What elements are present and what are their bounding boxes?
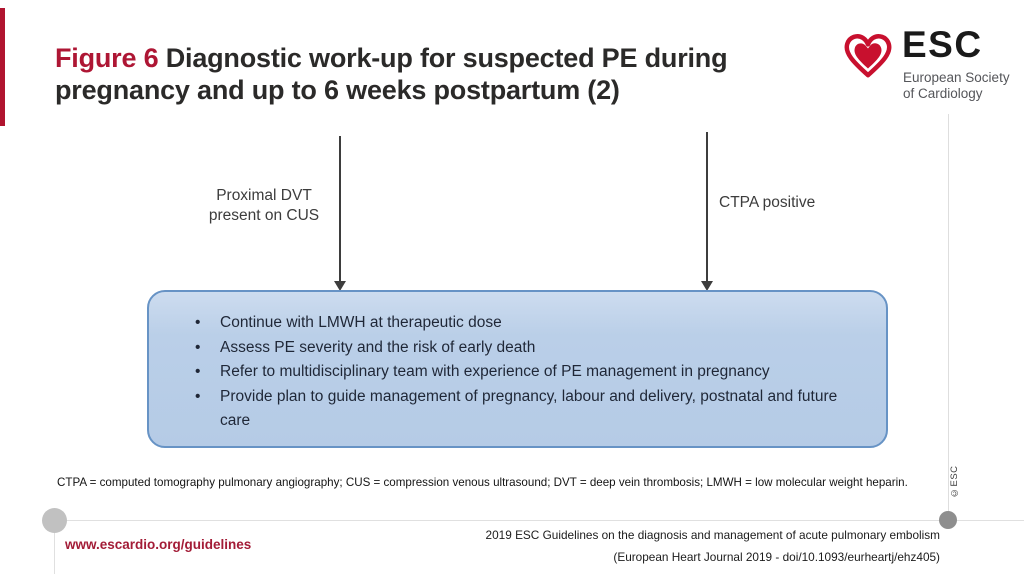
left-accent-bar — [0, 8, 5, 126]
footer-right-dot — [939, 511, 957, 529]
esc-logo: ESC European Society of Cardiology — [840, 22, 1015, 107]
left-branch-label: Proximal DVT present on CUS — [190, 186, 338, 225]
down-arrow-right — [700, 132, 713, 291]
down-arrow-left — [333, 136, 346, 291]
right-branch-label: CTPA positive — [719, 194, 816, 211]
figure-title-text: Diagnostic work-up for suspected PE duri… — [55, 43, 728, 106]
figure-number: Figure 6 — [55, 43, 159, 74]
arrow-shaft — [339, 136, 341, 282]
right-vertical-rule — [948, 114, 949, 520]
guidelines-reference-line2: (European Heart Journal 2019 - doi/10.10… — [613, 550, 940, 564]
esc-org-line1: European Society — [903, 70, 1010, 85]
esc-org-name: European Society of Cardiology — [903, 70, 1010, 102]
guidelines-reference: 2019 ESC Guidelines on the diagnosis and… — [400, 524, 940, 568]
left-branch-label-line2: present on CUS — [208, 206, 320, 224]
list-item: Continue with LMWH at therapeutic dose — [193, 311, 866, 336]
esc-acronym: ESC — [902, 24, 983, 65]
footer-horizontal-rule — [42, 520, 1024, 521]
abbreviations-footnote: CTPA = computed tomography pulmonary ang… — [57, 476, 908, 489]
page-title: Figure 6 Diagnostic work-up for suspecte… — [55, 42, 770, 106]
list-item: Refer to multidisciplinary team with exp… — [193, 360, 866, 385]
escardio-guidelines-link[interactable]: www.escardio.org/guidelines — [65, 537, 252, 552]
list-item: Assess PE severity and the risk of early… — [193, 336, 866, 361]
arrow-head-icon — [333, 281, 346, 291]
esc-copyright: ©ESC — [949, 465, 960, 498]
left-branch-label-line1: Proximal DVT — [216, 187, 312, 204]
list-item: Provide plan to guide management of preg… — [193, 385, 866, 434]
footer-left-dot — [42, 508, 67, 533]
management-bullet-list: Continue with LMWH at therapeutic dose A… — [193, 311, 866, 434]
esc-org-line2: of Cardiology — [903, 86, 983, 101]
arrow-head-icon — [700, 281, 713, 291]
footer-left-vertical-rule — [54, 532, 55, 574]
arrow-shaft — [706, 132, 708, 282]
guidelines-reference-line1: 2019 ESC Guidelines on the diagnosis and… — [485, 528, 940, 542]
esc-heart-icon — [840, 26, 896, 84]
management-box: Continue with LMWH at therapeutic dose A… — [147, 290, 888, 448]
